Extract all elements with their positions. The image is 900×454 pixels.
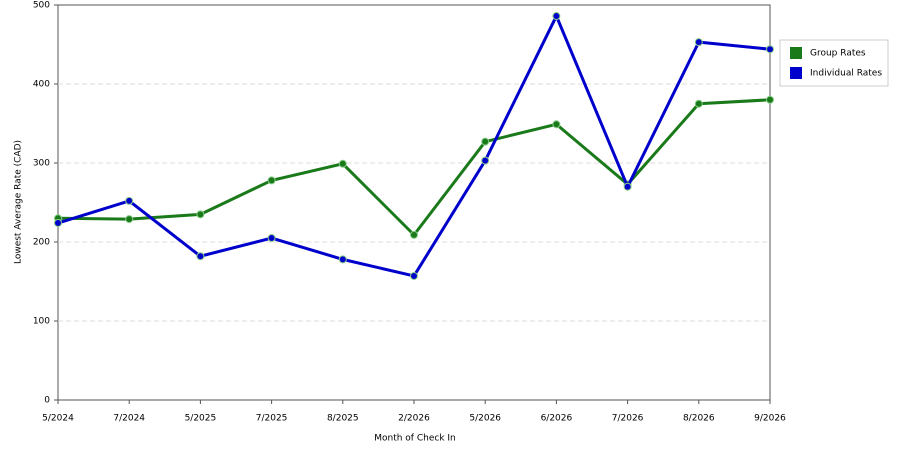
data-point bbox=[481, 137, 490, 146]
x-tick-label: 7/2026 bbox=[612, 414, 644, 424]
x-tick-label: 9/2026 bbox=[754, 414, 786, 424]
y-tick-label: 400 bbox=[33, 80, 50, 90]
data-point bbox=[196, 252, 205, 261]
y-tick-label: 300 bbox=[33, 159, 50, 169]
legend-box bbox=[779, 39, 889, 87]
data-point bbox=[410, 271, 418, 280]
x-tick-label: 5/2026 bbox=[469, 414, 501, 424]
x-tick-label: 5/2025 bbox=[185, 414, 217, 424]
y-tick-label: 0 bbox=[44, 396, 50, 406]
plot-frame bbox=[57, 4, 771, 401]
y-axis-label: Lowest Average Rate (CAD) bbox=[14, 140, 24, 264]
data-point bbox=[766, 45, 774, 54]
data-point bbox=[481, 156, 490, 165]
data-point bbox=[410, 230, 418, 239]
data-point bbox=[267, 176, 276, 185]
data-point bbox=[338, 255, 347, 264]
legend-label: Group Rates bbox=[810, 49, 866, 59]
x-tick-label: 8/2025 bbox=[327, 414, 359, 424]
data-point bbox=[54, 219, 62, 228]
data-point bbox=[552, 120, 561, 129]
data-point bbox=[125, 196, 134, 205]
data-point bbox=[766, 95, 774, 104]
data-point bbox=[196, 210, 205, 219]
data-point bbox=[125, 215, 134, 224]
x-tick-label: 8/2026 bbox=[683, 414, 715, 424]
data-point bbox=[694, 38, 703, 47]
y-tick-label: 100 bbox=[33, 317, 50, 327]
x-axis-label: Month of Check In bbox=[374, 434, 456, 444]
data-point bbox=[694, 99, 703, 108]
x-tick-label: 7/2024 bbox=[113, 414, 145, 424]
series-line bbox=[57, 98, 771, 238]
x-tick-label: 5/2024 bbox=[42, 414, 74, 424]
data-point bbox=[267, 234, 276, 243]
x-tick-label: 7/2025 bbox=[256, 414, 288, 424]
y-tick-label: 500 bbox=[33, 1, 50, 11]
x-tick-label: 6/2026 bbox=[541, 414, 573, 424]
data-point bbox=[623, 182, 632, 191]
data-point bbox=[338, 159, 347, 168]
x-tick-label: 2/2026 bbox=[398, 414, 430, 424]
y-tick-label: 200 bbox=[33, 238, 50, 248]
legend-label: Individual Rates bbox=[810, 69, 882, 79]
legend-swatch bbox=[790, 47, 802, 59]
data-point bbox=[552, 12, 561, 21]
legend-swatch bbox=[790, 67, 802, 79]
